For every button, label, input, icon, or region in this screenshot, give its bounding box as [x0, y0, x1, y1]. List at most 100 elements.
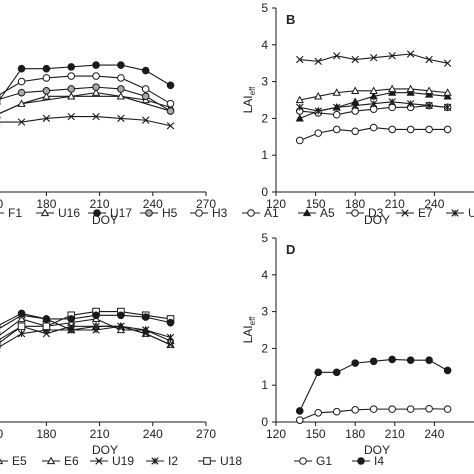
data-point [314, 129, 323, 137]
y-tick-label: 1 [261, 148, 268, 162]
data-point [42, 91, 51, 100]
data-point [142, 326, 150, 334]
legend-item-i4: I4 [352, 454, 384, 468]
chart-panel-4: 120 150 180 210 240 0 1 2 3 4 5 DOY LAIeff D G1 I4 [241, 231, 474, 468]
legend-item-a5: A5 [298, 206, 335, 220]
data-point [333, 52, 341, 60]
y-tick-label: 3 [261, 305, 268, 319]
data-point [332, 110, 341, 119]
data-point [314, 57, 322, 66]
legend-marker [46, 456, 56, 465]
series-i4 [295, 355, 452, 415]
data-point [443, 366, 452, 375]
data-point [388, 355, 396, 364]
legend-marker [195, 209, 203, 217]
data-point [92, 311, 100, 320]
legend-item-u16: U16 [36, 206, 80, 220]
series-line [299, 358, 448, 412]
data-point [314, 107, 322, 115]
data-point [351, 55, 359, 64]
x-tick-label: 210 [90, 197, 110, 211]
legend-label: G1 [316, 454, 332, 468]
x-axis-label: DOY [364, 443, 390, 457]
data-point [42, 114, 51, 123]
legend-item-u17: U17 [88, 206, 132, 220]
data-point [425, 125, 433, 134]
data-point [332, 407, 341, 416]
data-point [295, 416, 304, 424]
data-point [166, 99, 175, 108]
y-axis-label: LAIeff [241, 86, 257, 114]
data-point [388, 84, 397, 93]
data-point [351, 101, 359, 110]
data-point [141, 313, 150, 321]
y-axis-label: LAIeff [241, 316, 257, 344]
data-point [141, 85, 150, 93]
series-unlabeled-5 [0, 309, 175, 329]
data-point [332, 368, 341, 377]
legend-marker [357, 457, 365, 465]
legend-item-e7: E7 [396, 206, 433, 220]
series-i2 [0, 322, 175, 352]
data-point [425, 404, 433, 413]
data-point [369, 53, 378, 62]
x-tick-label: 150 [0, 427, 4, 441]
legend-label: D3 [368, 206, 384, 220]
x-tick-label: 210 [385, 197, 405, 211]
legend-label: H5 [162, 206, 178, 220]
legend-label: I4 [374, 454, 384, 468]
data-point [369, 123, 378, 132]
data-point [314, 368, 323, 377]
legend-marker [351, 209, 359, 217]
legend-label: U18 [220, 454, 242, 468]
data-point [17, 322, 26, 331]
data-point [92, 61, 100, 69]
legend-marker [401, 209, 409, 217]
x-tick-label: 180 [345, 427, 365, 441]
data-point [166, 122, 175, 130]
data-point [388, 405, 396, 413]
data-point [67, 85, 76, 93]
data-point [424, 86, 434, 94]
data-point [296, 103, 304, 112]
legend-label: U19 [112, 454, 134, 468]
legend-item-a1: A1 [242, 206, 279, 220]
legend-item-d3: D3 [346, 206, 384, 220]
data-point [166, 341, 175, 349]
data-point [42, 74, 51, 82]
legend-marker [451, 209, 459, 217]
data-point [351, 406, 360, 414]
x-tick-label: 120 [266, 197, 286, 211]
legend-label: E7 [418, 206, 433, 220]
x-tick-label: 120 [266, 427, 286, 441]
data-point [314, 91, 323, 100]
legend-marker [40, 208, 50, 217]
data-point [17, 88, 26, 97]
x-axis-label: DOY [92, 213, 118, 227]
data-point [406, 356, 415, 364]
x-axis-label: DOY [364, 213, 390, 227]
data-point [406, 84, 415, 93]
data-point [117, 114, 125, 123]
data-point [425, 55, 433, 64]
legend-item-e6: E6 [42, 454, 79, 468]
data-point [166, 81, 175, 90]
legend-marker [299, 457, 307, 465]
legend-label: A5 [320, 206, 335, 220]
data-point [295, 95, 304, 104]
x-tick-label: 150 [0, 197, 4, 211]
data-point [406, 50, 415, 58]
data-point [17, 314, 26, 323]
data-point [314, 409, 323, 417]
legend-marker [151, 457, 159, 465]
data-point [406, 405, 415, 413]
data-point [67, 112, 75, 121]
legend-item-i2: I2 [146, 454, 178, 468]
legend-marker [302, 208, 312, 217]
data-point [91, 88, 101, 96]
legend-label: A1 [264, 206, 279, 220]
chart-panel-1: 150 180 210 240 270 DOY F1 U16 U17 H5 H3 [0, 61, 228, 227]
data-point [369, 99, 378, 108]
legend-label: U17 [110, 206, 132, 220]
data-point [166, 333, 175, 342]
